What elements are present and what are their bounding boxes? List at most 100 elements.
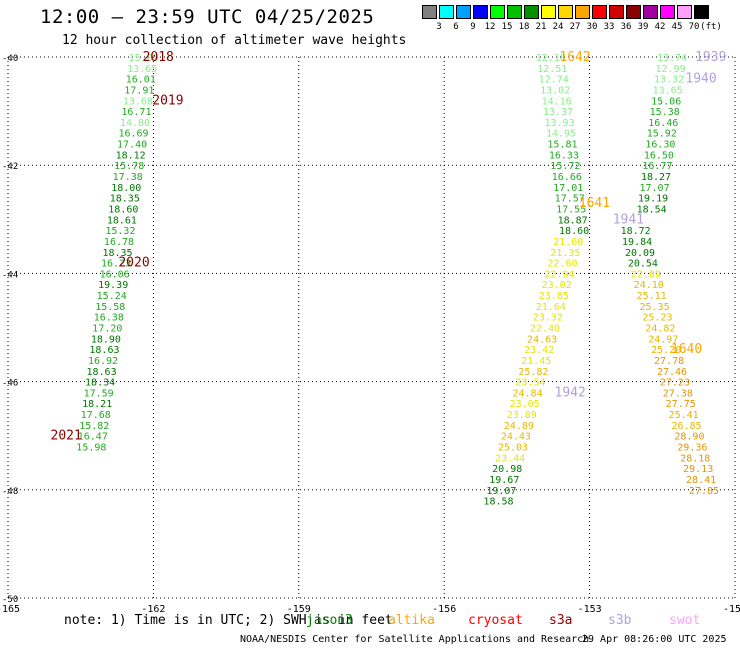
data-point-label: 12.74 [539,75,569,86]
data-point-label: 24.97 [648,334,678,345]
data-point-label: 15.38 [650,107,680,118]
data-point-label: 23.42 [524,345,554,356]
legend-swatch [541,5,556,19]
data-point-label: 17.01 [553,183,583,194]
data-point-label: 16.38 [94,313,124,324]
data-point-label: 12.51 [537,64,567,75]
data-point-label: 18.58 [483,497,513,508]
data-point-label: 17.38 [113,172,143,183]
y-tick-label: -42 [2,162,18,172]
legend-swatch [575,5,590,19]
data-point-label: 24.63 [527,334,557,345]
legend-label: 33 [603,22,615,32]
data-point-label: 24.82 [645,324,675,335]
data-point-label: 21.64 [536,302,566,313]
data-point-label: 15.00 [129,53,159,64]
data-point-label: 14.80 [120,118,150,129]
data-point-label: 16.01 [126,75,156,86]
data-point-label: 12.99 [655,64,685,75]
data-point-label: 23.32 [533,313,563,324]
legend-label: 39 [637,22,649,32]
x-tick-label: -150 [723,604,740,615]
legend-label: 18 [518,22,530,32]
data-point-label: 22.40 [530,324,560,335]
legend-label: 3 [436,22,442,32]
data-point-label: 18.63 [89,345,119,356]
data-point-label: 16.66 [552,172,582,183]
data-point-label: 24.89 [504,421,534,432]
data-point-label: 23.02 [542,280,572,291]
data-point-label: 18.12 [116,150,146,161]
pass-annotation: 1642 [559,50,590,65]
legend-label: 36 [620,22,632,32]
data-point-label: 18.87 [558,215,588,226]
data-point-label: 25.23 [642,313,672,324]
data-point-label: 19.67 [489,475,519,486]
data-point-label: 17.20 [92,324,122,335]
data-point-label: 16.92 [88,356,118,367]
y-tick-label: -40 [2,54,18,64]
data-point-label: 13.32 [654,75,684,86]
data-point-label: 23.44 [495,453,525,464]
data-point-label: 15.92 [647,129,677,140]
data-point-label: 15.24 [97,291,127,302]
data-point-label: 19.07 [486,486,516,497]
legend-label: 6 [453,22,459,32]
timestamp-text: 29 Apr 08:26:00 UTC 2025 [582,634,727,645]
satellite-label: swot [669,613,701,628]
data-point-label: 18.27 [641,172,671,183]
y-tick-label: -50 [2,595,18,605]
satellite-label: s3b [608,613,632,628]
data-point-label: 23.54 [515,378,545,389]
data-point-label: 20.54 [628,259,658,270]
data-point-label: 15.82 [79,421,109,432]
x-tick-label: -156 [432,604,456,615]
pass-annotation: 2021 [51,429,82,444]
data-point-label: 17.40 [117,140,147,151]
credit-text: NOAA/NESDIS Center for Satellite Applica… [240,634,590,645]
legend-unit: (ft) [700,22,722,32]
data-point-label: 27.75 [666,399,696,410]
data-point-label: 25.35 [639,302,669,313]
data-point-label: 18.35 [102,248,132,259]
data-point-label: 28.41 [686,475,716,486]
data-point-label: 29.13 [683,464,713,475]
x-tick-label: -165 [0,604,20,615]
legend-label: 27 [569,22,581,32]
data-point-label: 15.32 [105,226,135,237]
data-point-label: 16.71 [121,107,151,118]
data-point-label: 15.98 [76,443,106,454]
data-point-label: 18.00 [111,183,141,194]
data-point-label: 18.21 [82,399,112,410]
data-point-label: 15.06 [651,96,681,107]
pass-annotation: 1939 [695,50,726,65]
data-point-label: 16.78 [104,237,134,248]
data-point-label: 13.65 [653,85,683,96]
data-point-label: 15.72 [550,161,580,172]
data-point-label: 25.41 [669,410,699,421]
pass-annotation: 1640 [671,342,702,357]
x-tick-label: -159 [287,604,311,615]
data-point-label: 16.23 [101,259,131,270]
data-point-label: 16.46 [648,118,678,129]
legend-swatch [643,5,658,19]
chart-subtitle: 12 hour collection of altimeter wave hei… [62,33,407,48]
data-point-label: 21.45 [521,356,551,367]
pass-annotation: 2020 [118,256,149,271]
data-point-label: 24.84 [513,388,543,399]
legend-swatch [626,5,641,19]
data-point-label: 29.36 [677,443,707,454]
pass-annotation: 2019 [152,93,183,108]
legend-swatch [609,5,624,19]
data-point-label: 15.81 [547,140,577,151]
y-tick-label: -46 [2,379,18,389]
data-point-label: 25.03 [498,443,528,454]
legend-label: 30 [586,22,598,32]
data-point-label: 24.43 [501,432,531,443]
data-point-label: 14.16 [542,96,572,107]
data-point-label: 20.09 [625,248,655,259]
data-point-label: 27.78 [654,356,684,367]
legend-swatch [507,5,522,19]
pass-annotation: 1641 [579,196,610,211]
data-point-label: 23.89 [507,410,537,421]
